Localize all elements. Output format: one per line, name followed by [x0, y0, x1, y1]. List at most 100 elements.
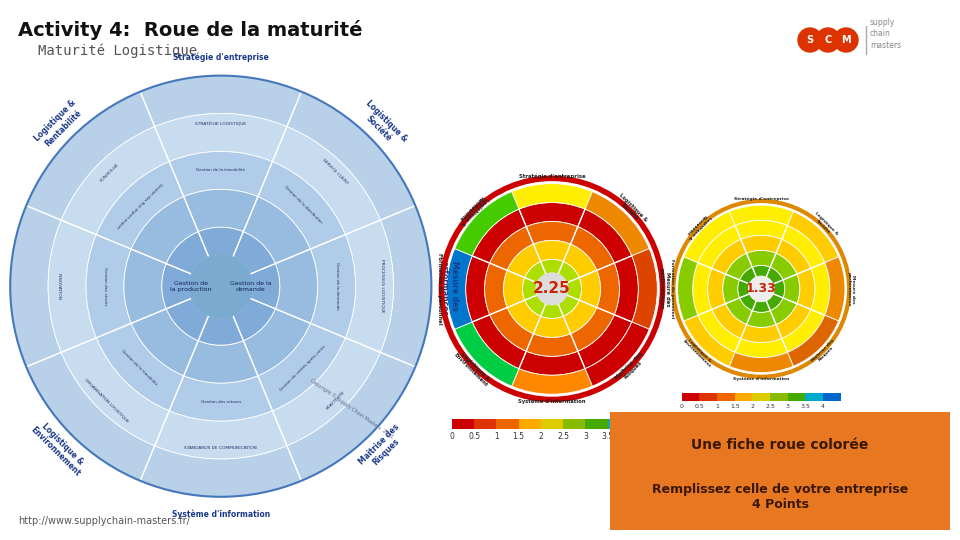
- Circle shape: [834, 28, 858, 52]
- Wedge shape: [534, 316, 570, 338]
- Wedge shape: [741, 325, 781, 342]
- Circle shape: [816, 28, 840, 52]
- Text: Copyright © Supply Chain Masters  2011: Copyright © Supply Chain Masters 2011: [308, 377, 395, 440]
- Wedge shape: [507, 244, 540, 278]
- Text: 0: 0: [449, 432, 454, 441]
- Text: 0.5: 0.5: [695, 403, 705, 409]
- Wedge shape: [26, 92, 155, 220]
- Text: ORGANISATION LOGISTIQUE: ORGANISATION LOGISTIQUE: [84, 378, 129, 424]
- Wedge shape: [155, 411, 287, 459]
- Text: 3.5: 3.5: [602, 432, 613, 441]
- Text: Une fiche roue colorée: Une fiche roue colorée: [691, 438, 869, 452]
- Bar: [823, 393, 841, 401]
- Text: Gestion des stocks: Gestion des stocks: [103, 267, 107, 306]
- Wedge shape: [276, 249, 318, 323]
- Wedge shape: [578, 209, 632, 263]
- Text: 0: 0: [680, 403, 684, 409]
- Text: S: S: [806, 35, 813, 45]
- Wedge shape: [735, 339, 787, 357]
- Wedge shape: [585, 322, 649, 386]
- Wedge shape: [132, 197, 198, 264]
- Text: Logistique &
Rentabilité: Logistique & Rentabilité: [684, 212, 712, 240]
- Wedge shape: [472, 315, 526, 369]
- Wedge shape: [132, 309, 198, 376]
- Wedge shape: [61, 338, 169, 446]
- Wedge shape: [140, 446, 301, 497]
- Text: C: C: [825, 35, 831, 45]
- Bar: [586, 419, 608, 429]
- Wedge shape: [781, 226, 825, 268]
- Text: 1: 1: [715, 403, 719, 409]
- Wedge shape: [446, 248, 472, 329]
- Wedge shape: [507, 300, 540, 334]
- Wedge shape: [169, 376, 273, 421]
- Wedge shape: [564, 300, 597, 334]
- Wedge shape: [753, 300, 770, 312]
- Wedge shape: [124, 249, 166, 323]
- Wedge shape: [525, 262, 546, 283]
- Text: Stratégie d'entreprise: Stratégie d'entreprise: [173, 53, 269, 63]
- Wedge shape: [558, 295, 579, 316]
- Text: Gestion des retours: Gestion des retours: [201, 400, 241, 404]
- Text: Gestion de la demande: Gestion de la demande: [335, 262, 339, 310]
- Wedge shape: [233, 298, 276, 341]
- Wedge shape: [787, 212, 839, 262]
- Wedge shape: [825, 257, 845, 321]
- Bar: [682, 393, 700, 401]
- Wedge shape: [346, 220, 394, 352]
- Wedge shape: [169, 151, 273, 197]
- Text: Logistique &
Environnement: Logistique & Environnement: [453, 348, 492, 388]
- Wedge shape: [747, 251, 776, 267]
- Bar: [564, 419, 586, 429]
- Wedge shape: [233, 232, 276, 274]
- Wedge shape: [526, 334, 578, 356]
- Wedge shape: [166, 298, 208, 341]
- Text: Maturité Logistique: Maturité Logistique: [38, 43, 197, 57]
- Wedge shape: [678, 257, 698, 321]
- Text: 2.25: 2.25: [533, 281, 571, 296]
- Wedge shape: [526, 221, 578, 244]
- Wedge shape: [519, 202, 585, 227]
- Wedge shape: [86, 234, 132, 338]
- Text: Mesure des
performances: Mesure des performances: [440, 256, 459, 316]
- Text: Mesure des
performances: Mesure des performances: [659, 268, 670, 309]
- Wedge shape: [566, 278, 582, 300]
- Text: Logistique &
Rentabilité: Logistique & Rentabilité: [33, 98, 85, 151]
- Text: http://www.supplychain-masters.fr/: http://www.supplychain-masters.fr/: [18, 516, 190, 526]
- Wedge shape: [485, 263, 507, 315]
- Bar: [805, 393, 823, 401]
- Wedge shape: [570, 307, 614, 351]
- Text: 3: 3: [786, 403, 790, 409]
- Wedge shape: [693, 262, 711, 315]
- Wedge shape: [490, 307, 534, 351]
- Wedge shape: [614, 256, 638, 322]
- Wedge shape: [730, 205, 793, 226]
- Bar: [608, 419, 630, 429]
- Text: STRATÉGIE LOGISTIQUE: STRATÉGIE LOGISTIQUE: [195, 122, 247, 126]
- Text: Formation du personnel: Formation du personnel: [437, 253, 443, 325]
- Wedge shape: [776, 239, 811, 274]
- Wedge shape: [766, 267, 783, 284]
- Wedge shape: [698, 309, 741, 352]
- Wedge shape: [26, 352, 155, 481]
- Wedge shape: [446, 248, 472, 329]
- Text: Remplissez celle de votre entreprise
4 Points: Remplissez celle de votre entreprise 4 P…: [652, 483, 908, 511]
- Wedge shape: [540, 259, 564, 274]
- Wedge shape: [585, 322, 649, 386]
- Text: Système d'information: Système d'information: [733, 376, 789, 381]
- Wedge shape: [776, 303, 811, 339]
- Text: PROCESSUS LOGISTIQUE: PROCESSUS LOGISTIQUE: [381, 259, 385, 313]
- Wedge shape: [597, 263, 619, 315]
- Text: Gestion de ventes après-vente: Gestion de ventes après-vente: [279, 345, 326, 392]
- Wedge shape: [585, 192, 649, 256]
- Wedge shape: [96, 161, 183, 249]
- Wedge shape: [684, 212, 735, 262]
- Text: SERVICE CLIENT: SERVICE CLIENT: [322, 158, 349, 185]
- Wedge shape: [726, 298, 753, 325]
- Bar: [753, 393, 770, 401]
- Wedge shape: [711, 303, 747, 339]
- Wedge shape: [244, 309, 310, 376]
- Wedge shape: [472, 209, 526, 263]
- Wedge shape: [512, 369, 592, 394]
- Text: M: M: [841, 35, 851, 45]
